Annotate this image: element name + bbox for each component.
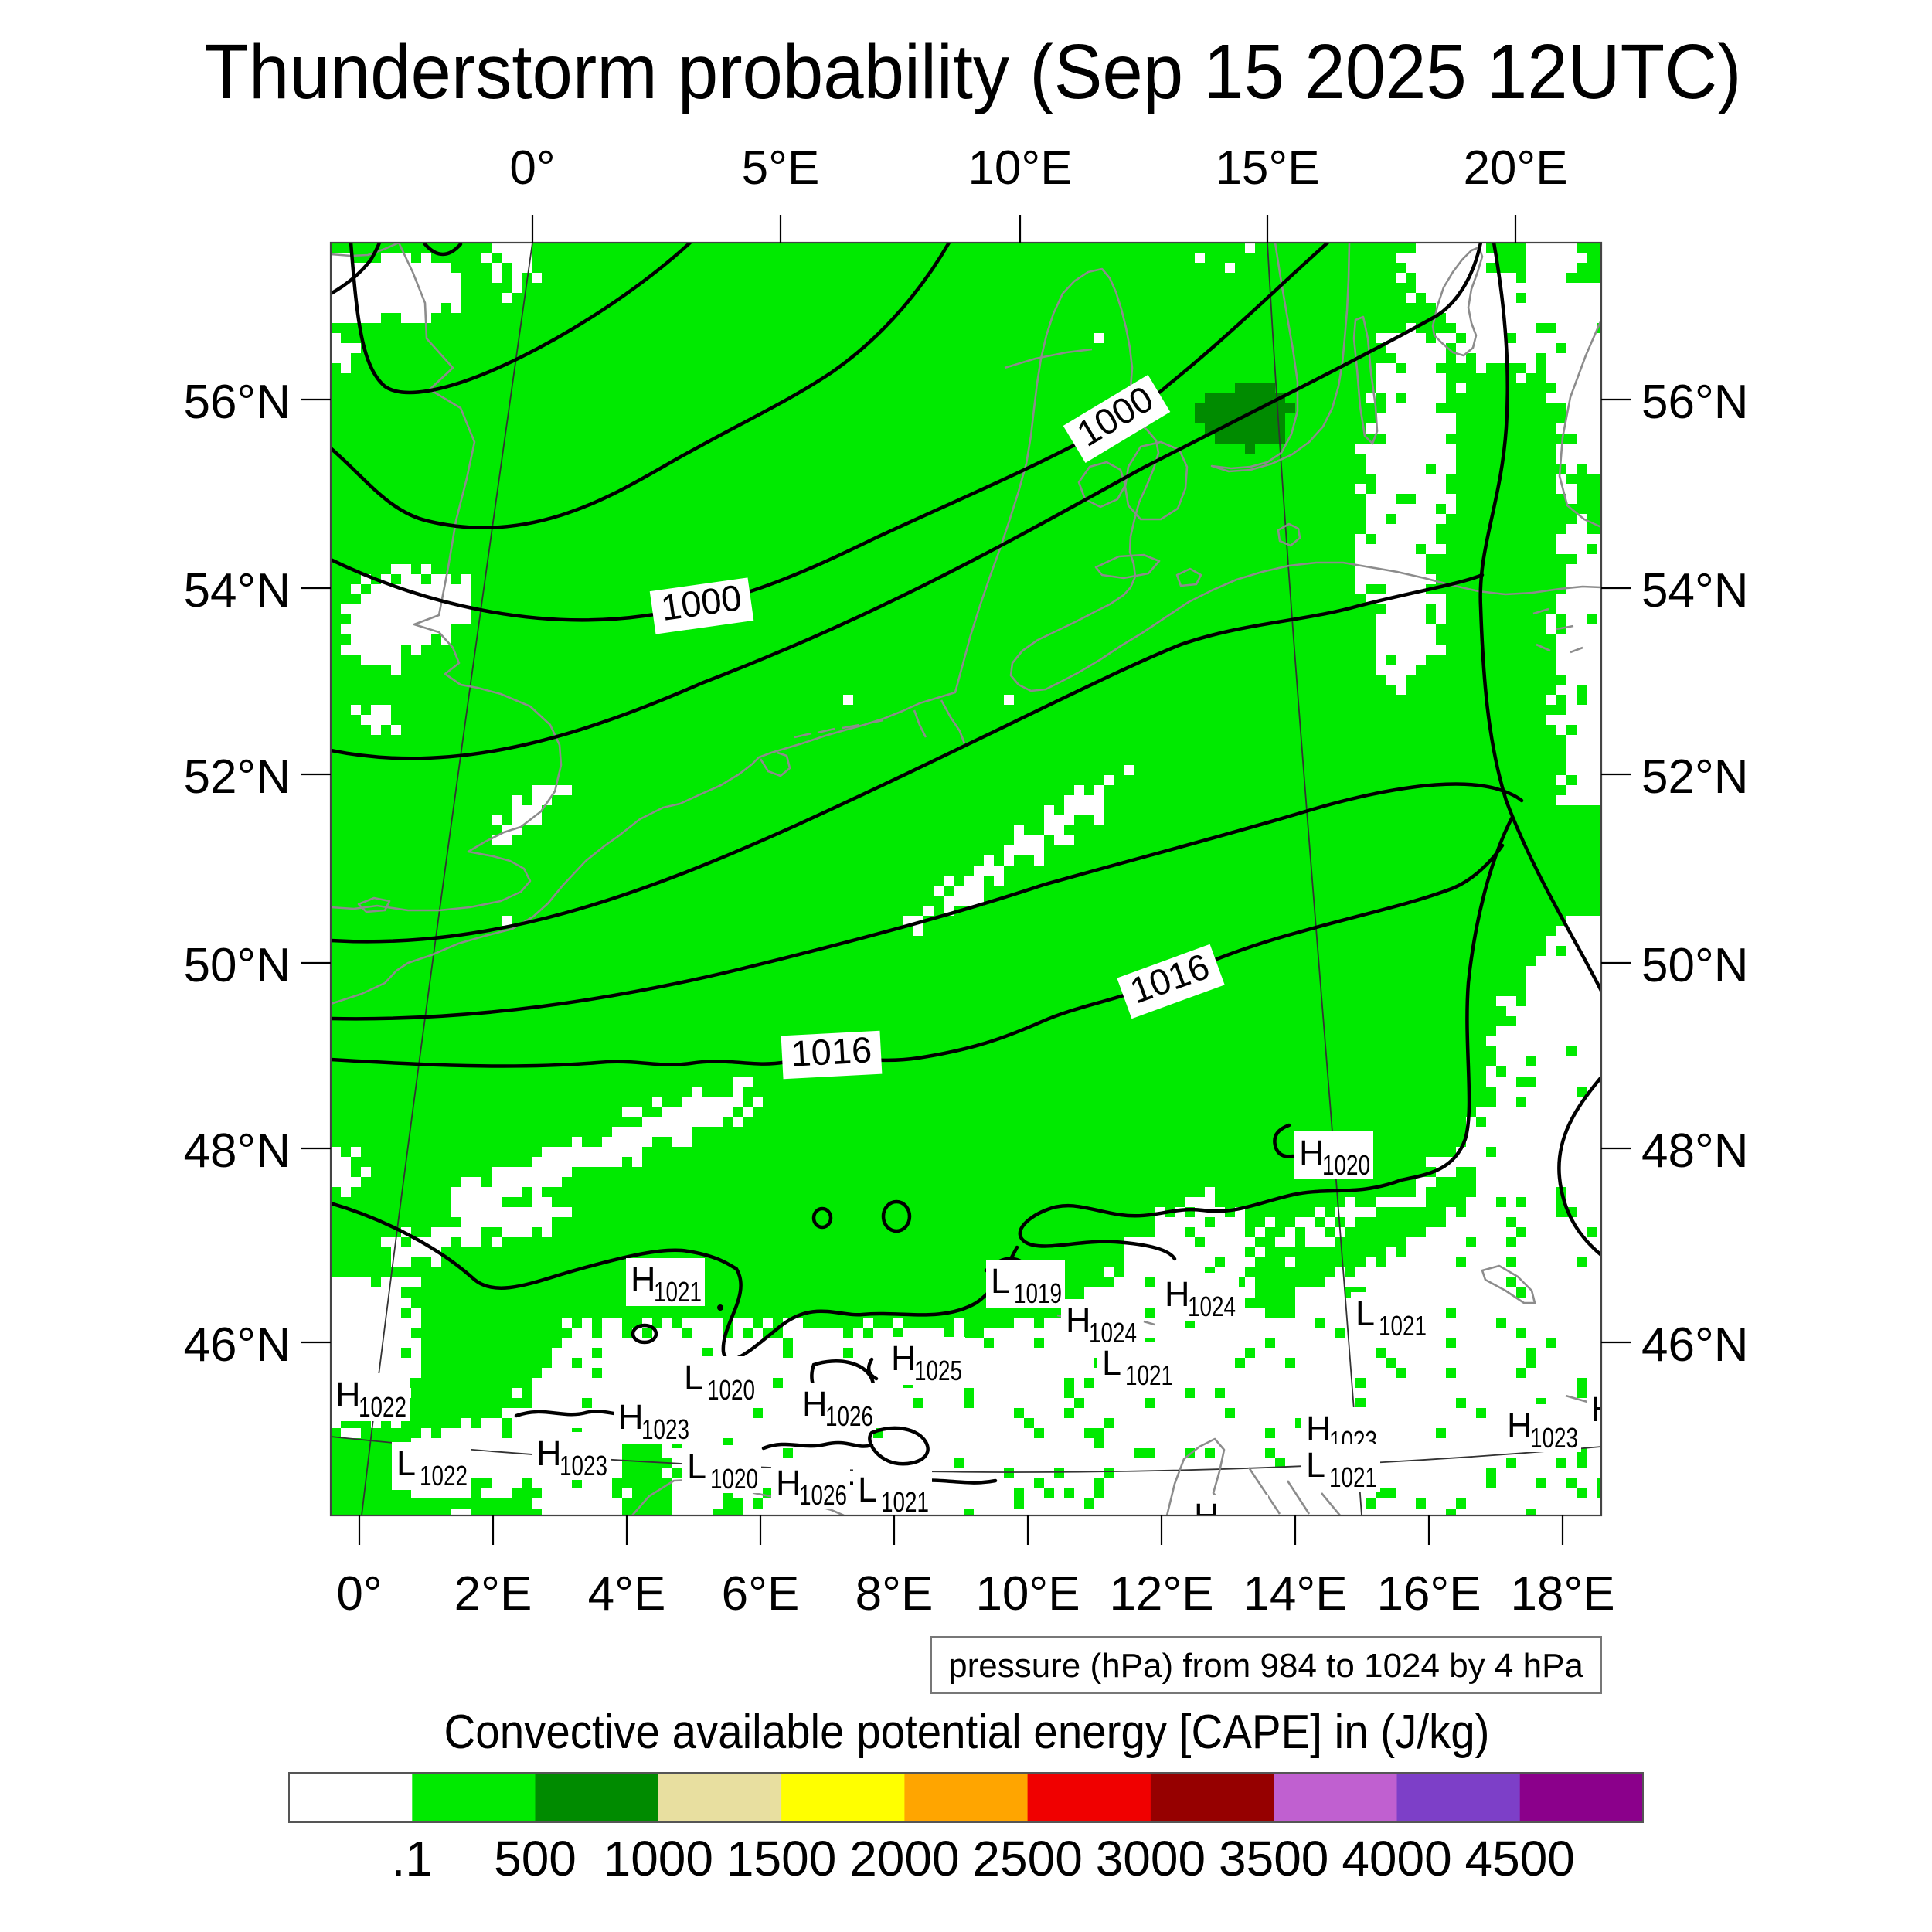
svg-text:4000: 4000 xyxy=(1342,1831,1451,1886)
svg-text:H: H xyxy=(631,1260,656,1299)
svg-text:Convective available potential: Convective available potential energy [C… xyxy=(444,1706,1490,1759)
svg-text:.1: .1 xyxy=(392,1831,433,1886)
svg-text:48°N: 48°N xyxy=(1641,1124,1749,1178)
svg-text:L: L xyxy=(858,1470,877,1509)
svg-text:2500: 2500 xyxy=(972,1831,1082,1886)
svg-text:8°E: 8°E xyxy=(855,1567,934,1621)
svg-text:L: L xyxy=(684,1358,703,1397)
svg-text:1023: 1023 xyxy=(1530,1422,1578,1454)
svg-text:2°E: 2°E xyxy=(454,1567,532,1621)
svg-text:52°N: 52°N xyxy=(183,750,291,804)
svg-text:16°E: 16°E xyxy=(1376,1567,1481,1621)
svg-text:10°E: 10°E xyxy=(975,1567,1080,1621)
svg-text:H: H xyxy=(891,1338,917,1378)
svg-text:Thunderstorm probability (Sep: Thunderstorm probability (Sep 15 2025 12… xyxy=(205,29,1742,115)
svg-text:20°E: 20°E xyxy=(1463,141,1567,195)
svg-text:H: H xyxy=(1306,1409,1332,1448)
svg-text:4500: 4500 xyxy=(1465,1831,1575,1886)
svg-text:H: H xyxy=(1299,1133,1325,1172)
svg-text:1019: 1019 xyxy=(1014,1277,1062,1309)
svg-text:1016: 1016 xyxy=(790,1029,872,1073)
svg-text:2000: 2000 xyxy=(849,1831,959,1886)
svg-text:56°N: 56°N xyxy=(183,376,291,429)
svg-text:0°: 0° xyxy=(509,141,555,195)
svg-text:H: H xyxy=(618,1397,644,1437)
svg-text:1023: 1023 xyxy=(641,1413,689,1445)
svg-text:L: L xyxy=(991,1261,1010,1301)
svg-text:1026: 1026 xyxy=(799,1479,847,1511)
svg-text:H: H xyxy=(776,1463,801,1502)
svg-text:L: L xyxy=(687,1447,706,1486)
svg-text:1022: 1022 xyxy=(1217,1512,1265,1544)
svg-text:5°E: 5°E xyxy=(742,141,820,195)
svg-text:L: L xyxy=(1355,1294,1375,1333)
svg-text:1021: 1021 xyxy=(1125,1359,1173,1391)
svg-text:H: H xyxy=(1165,1274,1190,1314)
svg-text:500: 500 xyxy=(494,1831,577,1886)
svg-text:3500: 3500 xyxy=(1219,1831,1328,1886)
svg-text:1021: 1021 xyxy=(1329,1461,1377,1493)
svg-text:1021: 1021 xyxy=(654,1276,702,1308)
svg-text:56°N: 56°N xyxy=(1641,376,1749,429)
svg-text:H: H xyxy=(536,1434,562,1473)
svg-text:18°E: 18°E xyxy=(1510,1567,1614,1621)
svg-text:1026: 1026 xyxy=(825,1400,873,1432)
svg-text:46°N: 46°N xyxy=(183,1318,291,1372)
svg-text:1021: 1021 xyxy=(1379,1310,1427,1342)
svg-text:H: H xyxy=(335,1375,361,1414)
svg-text:54°N: 54°N xyxy=(183,564,291,617)
svg-text:10°E: 10°E xyxy=(968,141,1072,195)
svg-text:pressure (hPa) from 984 to 102: pressure (hPa) from 984 to 1024 by 4 hPa xyxy=(948,1647,1583,1685)
svg-text:1000: 1000 xyxy=(604,1831,713,1886)
svg-text:H: H xyxy=(1591,1389,1617,1429)
svg-text:15°E: 15°E xyxy=(1215,141,1319,195)
svg-text:L: L xyxy=(1102,1343,1121,1383)
svg-text:1021: 1021 xyxy=(881,1486,929,1518)
svg-text:1022: 1022 xyxy=(420,1460,468,1492)
svg-text:1020: 1020 xyxy=(1322,1149,1370,1181)
svg-text:1022: 1022 xyxy=(359,1391,406,1423)
svg-text:1020: 1020 xyxy=(710,1463,758,1495)
svg-text:48°N: 48°N xyxy=(183,1124,291,1178)
svg-text:46°N: 46°N xyxy=(1641,1318,1749,1372)
svg-text:1020: 1020 xyxy=(707,1374,755,1406)
svg-text:12°E: 12°E xyxy=(1109,1567,1213,1621)
svg-text:4°E: 4°E xyxy=(588,1567,666,1621)
svg-text:50°N: 50°N xyxy=(1641,939,1749,992)
svg-text:6°E: 6°E xyxy=(722,1567,800,1621)
svg-text:14°E: 14°E xyxy=(1243,1567,1347,1621)
svg-text:1023: 1023 xyxy=(560,1450,607,1481)
svg-text:0°: 0° xyxy=(336,1567,382,1621)
svg-text:52°N: 52°N xyxy=(1641,750,1749,804)
svg-text:L: L xyxy=(396,1444,416,1483)
svg-text:1024: 1024 xyxy=(1188,1291,1236,1322)
svg-text:H: H xyxy=(1194,1496,1219,1536)
svg-text:H: H xyxy=(1066,1301,1091,1340)
svg-text:H: H xyxy=(1507,1406,1532,1445)
svg-text:L: L xyxy=(1306,1445,1325,1485)
svg-text:50°N: 50°N xyxy=(183,939,291,992)
svg-text:1025: 1025 xyxy=(914,1355,962,1386)
svg-text:H: H xyxy=(802,1384,828,1423)
svg-text:3000: 3000 xyxy=(1096,1831,1206,1886)
svg-text:1500: 1500 xyxy=(726,1831,836,1886)
svg-text:54°N: 54°N xyxy=(1641,564,1749,617)
